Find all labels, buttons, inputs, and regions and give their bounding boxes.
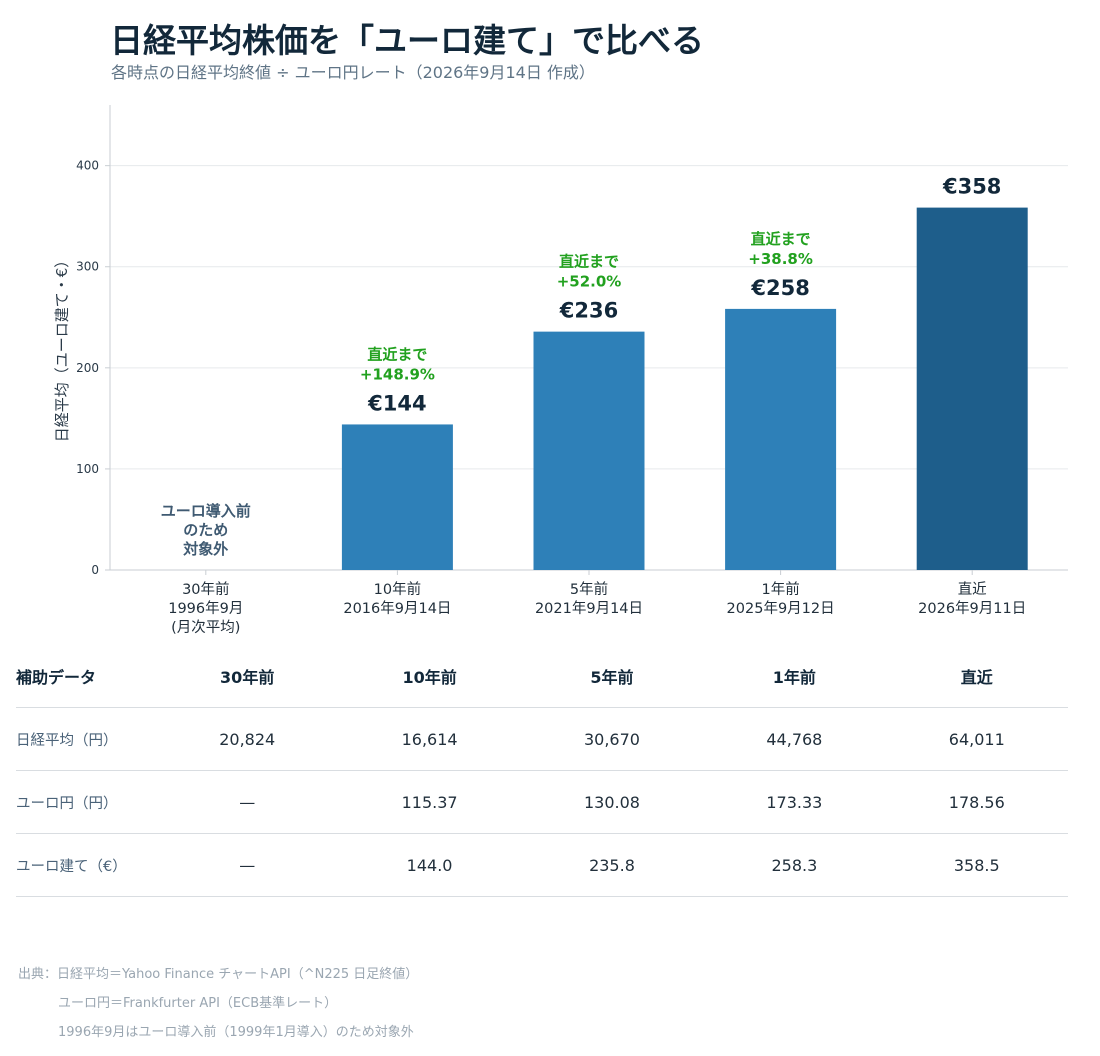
table-cell: 358.5: [885, 833, 1068, 897]
table-cell: —: [156, 770, 339, 834]
table-cell: 30,670: [520, 707, 704, 771]
x-tick-label: 10年前 2016年9月14日: [343, 581, 451, 617]
column-header: 直近: [885, 645, 1068, 708]
y-tick-label: 200: [76, 361, 99, 375]
supplementary-data-table: 補助データ 30年前 10年前 5年前 1年前 直近 日経平均（円） 20,82…: [16, 645, 1068, 897]
table-cell: 144.0: [338, 833, 521, 897]
chart-title: 日経平均株価を「ユーロ建て」で比べる: [110, 21, 704, 60]
table-row: 日経平均（円） 20,824 16,614 30,670 44,768 64,0…: [16, 707, 1068, 771]
table-cell: 20,824: [156, 707, 339, 771]
table-cell: —: [156, 833, 339, 897]
column-header: 1年前: [703, 645, 886, 708]
column-header: 5年前: [520, 645, 704, 708]
table-cell: 115.37: [338, 770, 521, 834]
table-cell: 178.56: [885, 770, 1068, 834]
table-header-row: 補助データ 30年前 10年前 5年前 1年前 直近: [16, 645, 1068, 708]
row-label: ユーロ建て（€）: [16, 833, 156, 897]
labels: 30年前 1996年9月(月次平均) ユーロ導入前のため対象外 10年前 2016年9月…: [161, 175, 1026, 636]
x-tick-label: 直近 2026年9月11日: [918, 581, 1026, 617]
table-row: ユーロ建て（€） — 144.0 235.8 258.3 358.5: [16, 833, 1068, 897]
table-cell: 64,011: [885, 707, 1068, 771]
table-cell: 44,768: [703, 707, 886, 771]
missing-data-note: ユーロ導入前のため対象外: [161, 502, 251, 558]
bar: [341, 424, 453, 570]
source-notes: 出典：日経平均＝Yahoo Finance チャートAPI（^N225 日足終値…: [18, 960, 418, 1047]
x-tick-label: 5年前 2021年9月14日: [535, 581, 643, 617]
change-label: 直近まで+38.8%: [748, 230, 813, 268]
x-tick-label: 30年前 1996年9月(月次平均): [168, 581, 243, 636]
y-axis-label: 日経平均（ユーロ建て・€）: [53, 253, 71, 443]
y-tick-label: 300: [76, 260, 99, 274]
table-cell: 130.08: [520, 770, 704, 834]
column-header: 10年前: [338, 645, 521, 708]
bar: [916, 207, 1028, 570]
y-tick-label: 100: [76, 462, 99, 476]
table-cell: 235.8: [520, 833, 704, 897]
row-label: 日経平均（円）: [16, 707, 156, 771]
table-cell: 258.3: [703, 833, 886, 897]
y-tick-label: 0: [91, 563, 99, 577]
data-label: €144: [367, 391, 426, 415]
source-line: 1996年9月はユーロ導入前（1999年1月導入）のため対象外: [58, 1025, 414, 1040]
bars: [341, 207, 1028, 570]
table-header-label: 補助データ: [16, 645, 156, 708]
change-label: 直近まで+52.0%: [557, 253, 622, 291]
bar-chart: 0 100 200 300 400 日経平均（ユーロ建て・€） 30年前 1996年9月(月…: [53, 105, 1068, 636]
source-line: ユーロ円＝Frankfurter API（ECB基準レート）: [58, 996, 338, 1011]
table-cell: 173.33: [703, 770, 886, 834]
source-line: 出典：日経平均＝Yahoo Finance チャートAPI（^N225 日足終値…: [18, 967, 419, 982]
change-label: 直近まで+148.9%: [360, 345, 435, 383]
data-label: €358: [942, 175, 1001, 199]
y-tick-label: 400: [76, 159, 99, 173]
table-cell: 16,614: [338, 707, 521, 771]
table-row: ユーロ円（円） — 115.37 130.08 173.33 178.56: [16, 770, 1068, 834]
column-header: 30年前: [156, 645, 339, 708]
bar: [533, 331, 645, 570]
data-label: €258: [750, 276, 809, 300]
bar: [725, 308, 837, 570]
data-label: €236: [559, 299, 618, 323]
chart-subtitle: 各時点の日経平均終値 ÷ ユーロ円レート（2026年9月14日 作成）: [111, 63, 595, 82]
axes: 0 100 200 300 400 日経平均（ユーロ建て・€）: [53, 105, 1068, 577]
row-label: ユーロ円（円）: [16, 770, 156, 834]
x-tick-label: 1年前 2025年9月12日: [727, 581, 835, 617]
